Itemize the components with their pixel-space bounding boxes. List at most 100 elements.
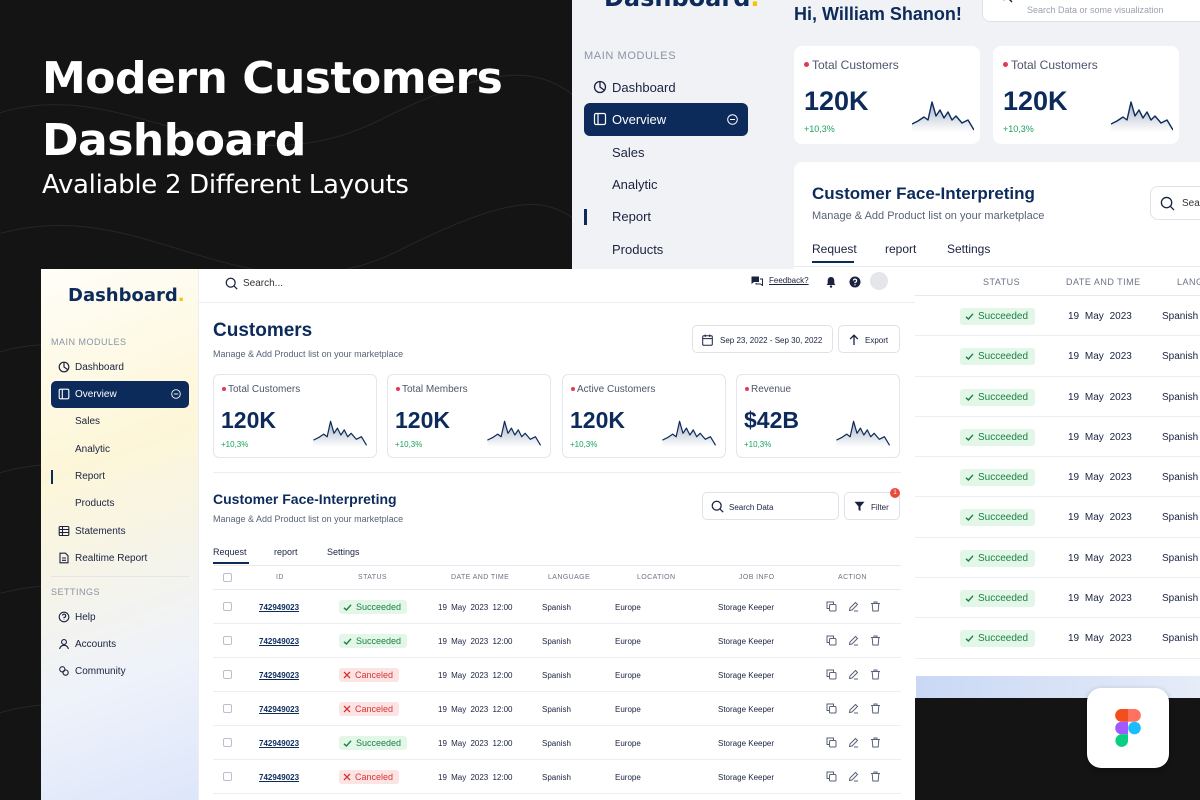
tab-request[interactable]: Request: [213, 547, 247, 557]
copy-icon[interactable]: [826, 669, 837, 680]
check-icon: [965, 353, 974, 361]
row-location: Europe: [615, 705, 641, 714]
row-id[interactable]: 742949023: [259, 671, 300, 680]
edit-icon[interactable]: [848, 737, 859, 748]
copy-icon[interactable]: [826, 703, 837, 714]
status-badge: Succeeded: [960, 590, 1036, 608]
row-id[interactable]: 742949023: [259, 739, 300, 748]
secondary-stat-card: Total Customers 120K +10,3%: [794, 46, 980, 144]
nav-dashboard[interactable]: Dashboard: [51, 354, 189, 381]
sparkline-line: [1111, 101, 1173, 131]
nav-community[interactable]: Community: [51, 658, 189, 685]
global-search-input[interactable]: Search...: [225, 277, 283, 290]
nav-products[interactable]: Products: [75, 498, 115, 509]
table-row[interactable]: 742949023 Succeeded 19 May 2023 12:00 Spani…: [213, 624, 901, 658]
edit-icon[interactable]: [848, 601, 859, 612]
secondary-nav-sales[interactable]: Sales: [612, 145, 645, 160]
nav-analytic[interactable]: Analytic: [75, 444, 111, 455]
tab-report[interactable]: report: [274, 547, 298, 557]
nav-statements[interactable]: Statements: [51, 518, 189, 545]
nav-realtime-report[interactable]: Realtime Report: [51, 545, 189, 572]
copy-icon[interactable]: [826, 635, 837, 646]
trash-icon[interactable]: [870, 737, 881, 748]
row-checkbox[interactable]: [223, 772, 232, 781]
select-all-checkbox[interactable]: [223, 573, 232, 582]
stat-label: Total Customers: [1003, 58, 1098, 72]
filter-button[interactable]: Filter: [844, 492, 900, 520]
copy-icon[interactable]: [826, 601, 837, 612]
trash-icon[interactable]: [870, 601, 881, 612]
stat-label: Active Customers: [570, 384, 656, 395]
status-badge: Canceled: [339, 668, 400, 682]
row-id[interactable]: 742949023: [259, 603, 300, 612]
tab-settings[interactable]: Settings: [947, 242, 991, 256]
secondary-search-input[interactable]: Search Data or some visualization: [982, 0, 1200, 22]
avatar[interactable]: [870, 272, 888, 290]
sparkline-chart: [1111, 101, 1173, 132]
check-icon: [965, 474, 974, 482]
help-circle-icon[interactable]: [849, 276, 861, 288]
secondary-nav-report[interactable]: Report: [612, 209, 652, 224]
panel-search-input[interactable]: Sear: [1150, 186, 1200, 220]
community-icon: [59, 666, 69, 676]
edit-icon[interactable]: [848, 771, 859, 782]
row-date: 19 May 2023 12:00: [438, 671, 513, 680]
status-badge: Succeeded: [960, 348, 1036, 366]
export-button[interactable]: Export: [838, 325, 900, 353]
table-row[interactable]: 742949023 Canceled 19 May 2023 12:00 Spanis…: [213, 760, 901, 794]
row-date: 19 May 2023: [1068, 552, 1132, 564]
nav-overview[interactable]: Overview: [51, 381, 189, 408]
row-checkbox[interactable]: [223, 602, 232, 611]
nav-report[interactable]: Report: [75, 471, 106, 482]
trash-icon[interactable]: [870, 703, 881, 714]
edit-icon[interactable]: [848, 703, 859, 714]
edit-icon[interactable]: [848, 669, 859, 680]
stat-label: Total Customers: [804, 58, 899, 72]
row-checkbox[interactable]: [223, 636, 232, 645]
copy-icon[interactable]: [826, 737, 837, 748]
feedback-link[interactable]: Feedback?: [751, 276, 809, 286]
filter-count-badge: 1: [890, 488, 900, 498]
row-id[interactable]: 742949023: [259, 637, 300, 646]
table-row[interactable]: 742949023 Canceled 19 May 2023 12:00 Spanis…: [213, 692, 901, 726]
table-search-input[interactable]: Search Data: [702, 492, 839, 520]
table-row[interactable]: 742949023 Succeeded 19 May 2023 12:00 Spani…: [213, 726, 901, 760]
edit-icon[interactable]: [848, 635, 859, 646]
secondary-nav-dashboard[interactable]: Dashboard: [584, 71, 748, 104]
secondary-nav-overview[interactable]: Overview: [584, 103, 748, 136]
nav-accounts[interactable]: Accounts: [51, 631, 189, 658]
column-status: STATUS: [358, 574, 387, 581]
row-checkbox[interactable]: [223, 670, 232, 679]
stat-change: +10,3%: [804, 124, 835, 134]
trash-icon[interactable]: [870, 635, 881, 646]
row-checkbox[interactable]: [223, 704, 232, 713]
bell-icon[interactable]: [826, 276, 836, 288]
row-checkbox[interactable]: [223, 738, 232, 747]
check-icon: [965, 434, 974, 441]
stat-card-active-customers: Active Customers 120K +10,3%: [562, 374, 726, 458]
trash-icon[interactable]: [870, 669, 881, 680]
row-id[interactable]: 742949023: [259, 705, 300, 714]
row-id[interactable]: 742949023: [259, 773, 300, 782]
trash-icon[interactable]: [870, 771, 881, 782]
tab-report[interactable]: report: [885, 242, 917, 256]
row-location: Europe: [615, 637, 641, 646]
nav-sales[interactable]: Sales: [75, 416, 101, 427]
customer-table: ID STATUS DATE AND TIME LANGUAGE LOCATIO…: [213, 565, 901, 794]
secondary-nav-analytic[interactable]: Analytic: [612, 177, 658, 192]
date-range-picker[interactable]: Sep 23, 2022 - Sep 30, 2022: [692, 325, 833, 353]
stat-card-revenue: Revenue $42B +10,3%: [736, 374, 900, 458]
table-row[interactable]: 742949023 Canceled 19 May 2023 12:00 Spanis…: [213, 658, 901, 692]
copy-icon[interactable]: [826, 771, 837, 782]
secondary-nav-products[interactable]: Products: [612, 242, 664, 257]
tab-request[interactable]: Request: [812, 242, 857, 256]
tab-settings[interactable]: Settings: [327, 547, 360, 557]
search-icon: [711, 500, 724, 513]
table-row[interactable]: 742949023 Succeeded 19 May 2023 12:00 Spani…: [213, 590, 901, 624]
nav-help[interactable]: Help: [51, 604, 189, 631]
